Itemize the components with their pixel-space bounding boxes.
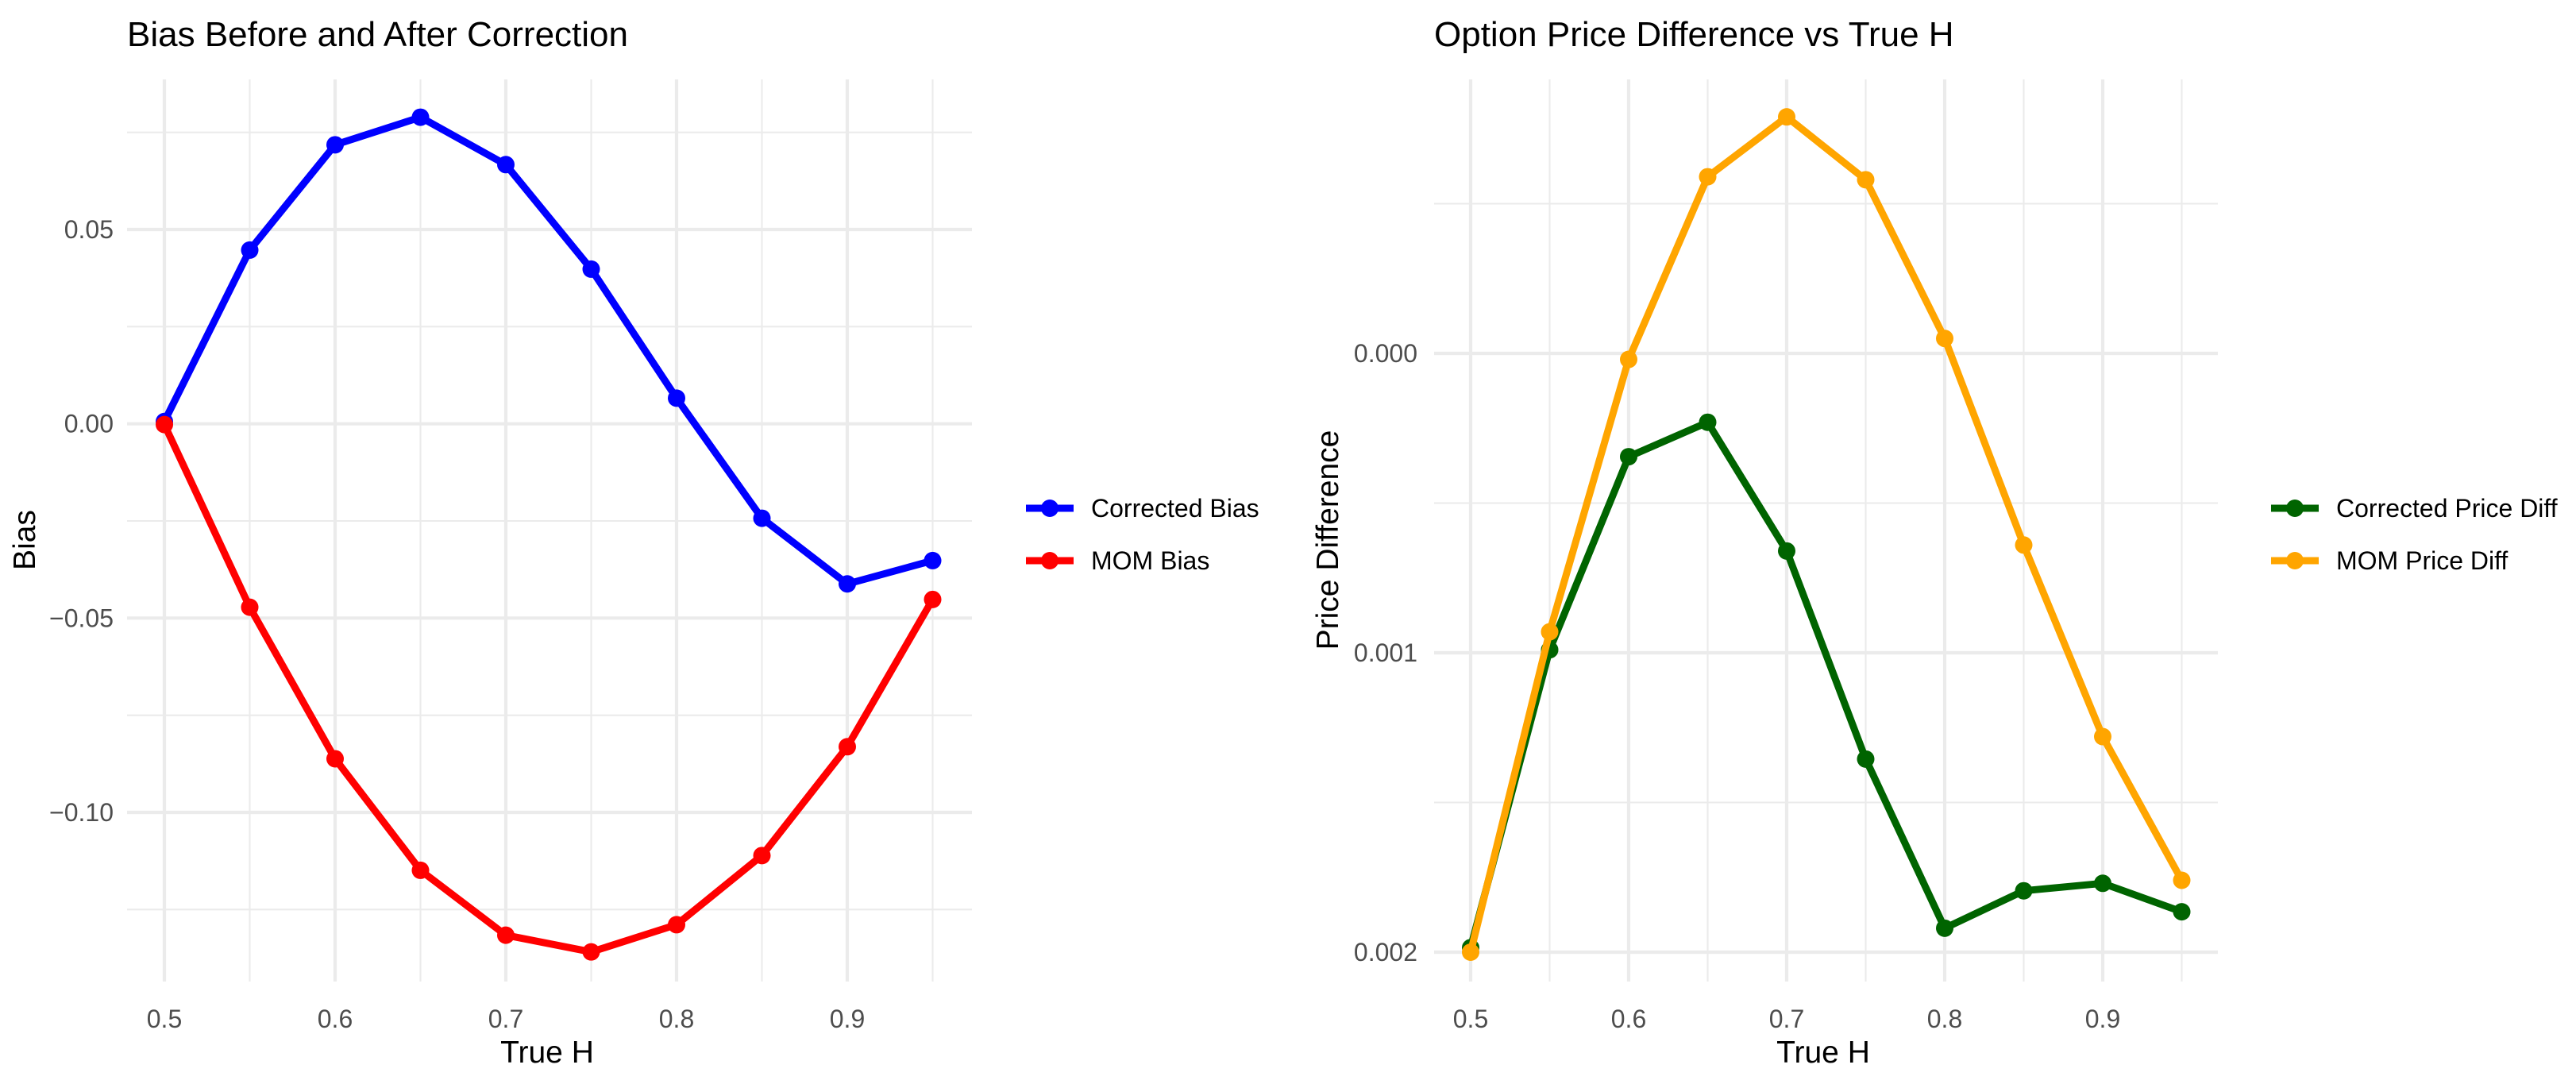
bias-chart-y-tick-label: −0.10 [49, 798, 114, 827]
legend-label-corrected-price-diff: Corrected Price Diff [2336, 494, 2558, 523]
legend-marker-corrected-price-diff [2286, 500, 2304, 517]
data-point-corrected-price-diff [2173, 903, 2191, 921]
data-point-mom-price-diff [2015, 536, 2033, 554]
price-diff-chart-ticks: 0.5 0.6 0.7 0.8 0.9 0.000 0.001 0.002 [1354, 339, 2120, 1033]
data-point-corrected-price-diff [1620, 448, 1637, 466]
data-point-mom-price-diff [2173, 871, 2191, 889]
data-point-corrected-price-diff [1936, 919, 1953, 937]
bias-chart-x-tick-label: 0.9 [830, 1005, 865, 1033]
price-diff-chart-x-tick-label: 0.5 [1453, 1005, 1488, 1033]
price-diff-chart-legend: Corrected Price Diff MOM Price Diff [2271, 494, 2558, 575]
bias-chart-y-tick-label: 0.00 [64, 410, 114, 438]
data-point-corrected-bias [753, 509, 771, 527]
bias-chart-x-tick-label: 0.6 [318, 1005, 353, 1033]
data-point-corrected-bias [924, 551, 942, 569]
data-point-corrected-bias [839, 575, 856, 593]
data-point-corrected-price-diff [2094, 874, 2111, 893]
price-diff-chart-x-axis-title: True H [1776, 1036, 1870, 1070]
legend-label-mom-price-diff: MOM Price Diff [2336, 546, 2508, 575]
data-point-mom-bias [497, 926, 515, 944]
data-point-mom-bias [753, 847, 771, 865]
legend-marker-mom-price-diff [2286, 552, 2304, 569]
legend-label-corrected-bias: Corrected Bias [1091, 494, 1259, 523]
price-diff-chart-x-tick-label: 0.8 [1927, 1005, 1962, 1033]
data-point-mom-bias [326, 750, 344, 768]
price-diff-chart-panel: Option Price Difference vs True H 0.5 0.6… [1311, 15, 2558, 1070]
data-point-corrected-bias [241, 241, 259, 259]
data-point-mom-bias [156, 415, 173, 434]
price-diff-chart-title: Option Price Difference vs True H [1434, 15, 1954, 54]
data-point-corrected-price-diff [1778, 542, 1795, 560]
price-diff-chart-x-tick-label: 0.9 [2085, 1005, 2120, 1033]
bias-chart-x-axis-title: True H [500, 1036, 594, 1070]
data-point-mom-price-diff [1936, 330, 1953, 348]
data-point-corrected-price-diff [1699, 413, 1717, 431]
bias-chart-y-tick-label: −0.05 [49, 604, 114, 632]
data-point-corrected-bias [326, 136, 344, 154]
bias-chart-panel: Bias Before and After Correction 0.5 0.6 0… [8, 15, 1259, 1070]
bias-chart-y-tick-label: 0.05 [64, 215, 114, 244]
bias-chart-x-tick-label: 0.8 [659, 1005, 694, 1033]
bias-chart-ticks: 0.5 0.6 0.7 0.8 0.9 0.05 0.00 −0.05 −0.10 [49, 215, 865, 1033]
data-point-mom-bias [241, 598, 259, 616]
data-point-mom-price-diff [1620, 350, 1637, 368]
data-point-corrected-bias [668, 389, 685, 407]
legend-marker-corrected-bias [1041, 500, 1059, 517]
price-diff-chart-y-tick-label: 0.001 [1354, 638, 1417, 667]
price-diff-chart-grid [1434, 79, 2218, 982]
data-point-mom-price-diff [1857, 171, 1875, 189]
data-point-mom-bias [668, 916, 685, 934]
price-diff-chart-x-tick-label: 0.6 [1611, 1005, 1646, 1033]
data-point-mom-price-diff [2094, 727, 2111, 746]
series-line-corrected-bias [160, 114, 934, 588]
data-point-mom-bias [924, 590, 942, 608]
series-line-corrected-price-diff [1467, 419, 2184, 949]
data-point-mom-price-diff [1462, 943, 1479, 961]
price-diff-chart-y-axis-title: Price Difference [1311, 430, 1345, 650]
bias-chart-x-tick-label: 0.7 [488, 1005, 523, 1033]
data-point-corrected-price-diff [2015, 881, 2033, 900]
data-point-corrected-bias [582, 260, 600, 278]
legend-label-mom-bias: MOM Bias [1091, 546, 1209, 575]
price-diff-chart-x-tick-label: 0.7 [1769, 1005, 1804, 1033]
bias-chart-y-axis-title: Bias [8, 510, 42, 570]
data-point-corrected-bias [497, 156, 515, 174]
data-point-mom-bias [839, 738, 856, 756]
legend-marker-mom-bias [1041, 552, 1059, 569]
price-diff-chart-series [1462, 108, 2191, 961]
data-point-corrected-price-diff [1857, 750, 1875, 768]
data-point-mom-price-diff [1699, 168, 1717, 186]
price-diff-chart-y-tick-label: 0.002 [1354, 938, 1417, 966]
bias-chart-legend: Corrected Bias MOM Bias [1026, 494, 1259, 575]
bias-chart-grid [127, 79, 972, 982]
series-line-mom-price-diff [1467, 113, 2185, 954]
bias-chart-title: Bias Before and After Correction [127, 15, 628, 54]
data-point-mom-price-diff [1778, 108, 1795, 126]
price-diff-chart-y-tick-label: 0.000 [1354, 339, 1417, 368]
series-line-mom-bias [160, 422, 936, 956]
data-point-mom-bias [411, 861, 430, 879]
bias-chart-x-tick-label: 0.5 [147, 1005, 182, 1033]
data-point-mom-price-diff [1541, 623, 1559, 641]
data-point-corrected-bias [411, 108, 430, 126]
data-point-mom-bias [582, 943, 600, 961]
bias-chart-series [156, 108, 942, 961]
